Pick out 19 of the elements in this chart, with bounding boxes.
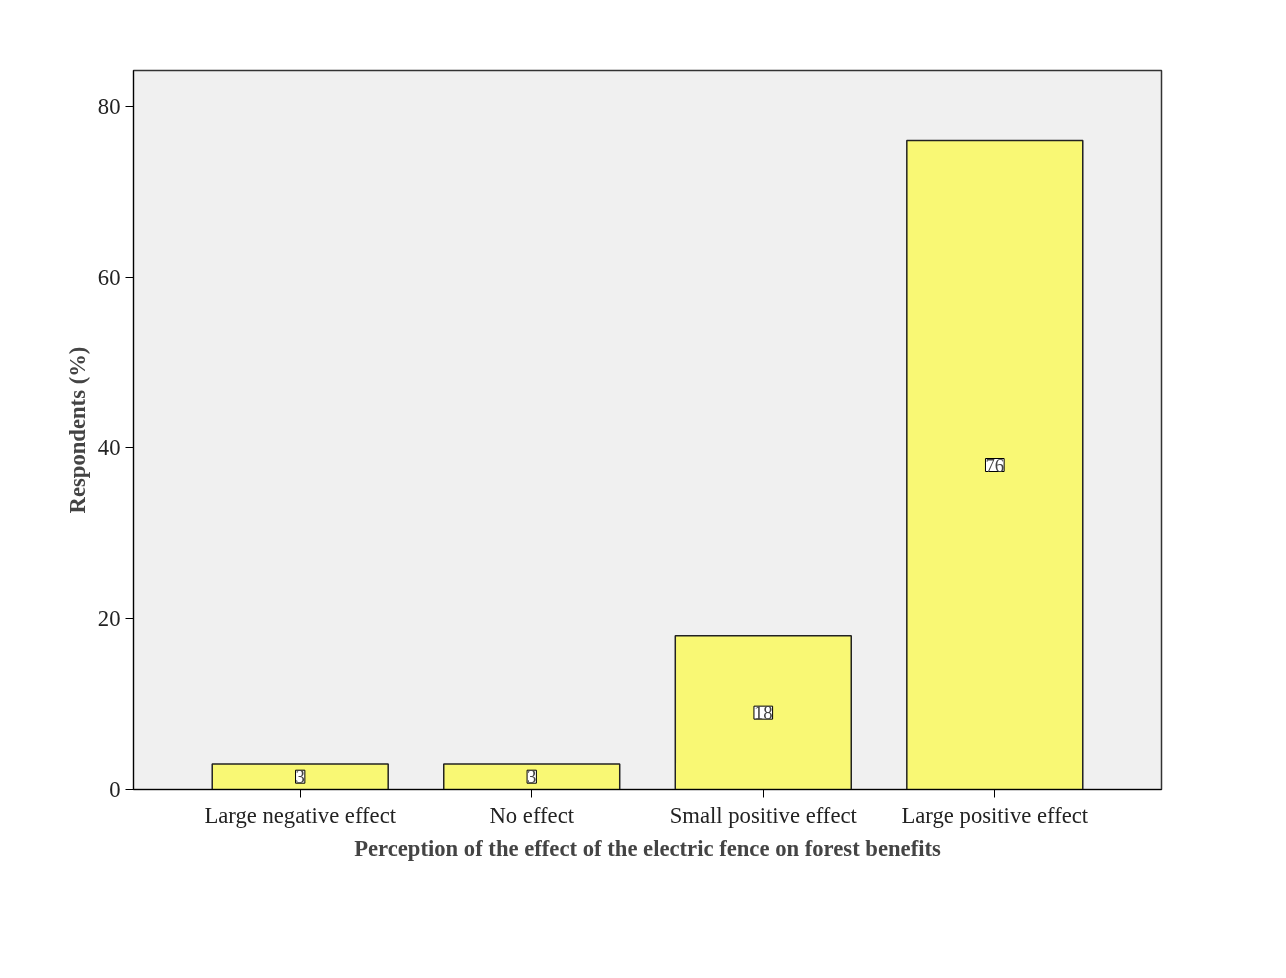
x-tick-label: Small positive effect: [669, 802, 858, 828]
x-tick-label: Large negative effect: [204, 802, 397, 828]
y-tick-label: 60: [97, 264, 121, 290]
bar: [443, 763, 621, 790]
data-label: 18: [753, 702, 773, 724]
bar: [674, 635, 852, 790]
x-tick-label: Large positive effect: [901, 802, 1089, 828]
x-axis-title: Perception of the effect of the electric fence on forest benefits: [354, 835, 942, 861]
y-tick-label: 40: [97, 435, 121, 461]
data-label: 76: [985, 454, 1005, 476]
y-tick-label: 20: [97, 606, 121, 632]
y-tick-label: 0: [109, 777, 121, 802]
data-label: 3: [295, 766, 305, 788]
data-label: 3: [527, 766, 537, 788]
bar: [906, 139, 1084, 790]
x-tick-label: No effect: [489, 802, 575, 828]
y-tick-label: 80: [97, 93, 121, 119]
y-axis-title: Respondents (%): [64, 346, 90, 514]
bar: [211, 763, 389, 790]
